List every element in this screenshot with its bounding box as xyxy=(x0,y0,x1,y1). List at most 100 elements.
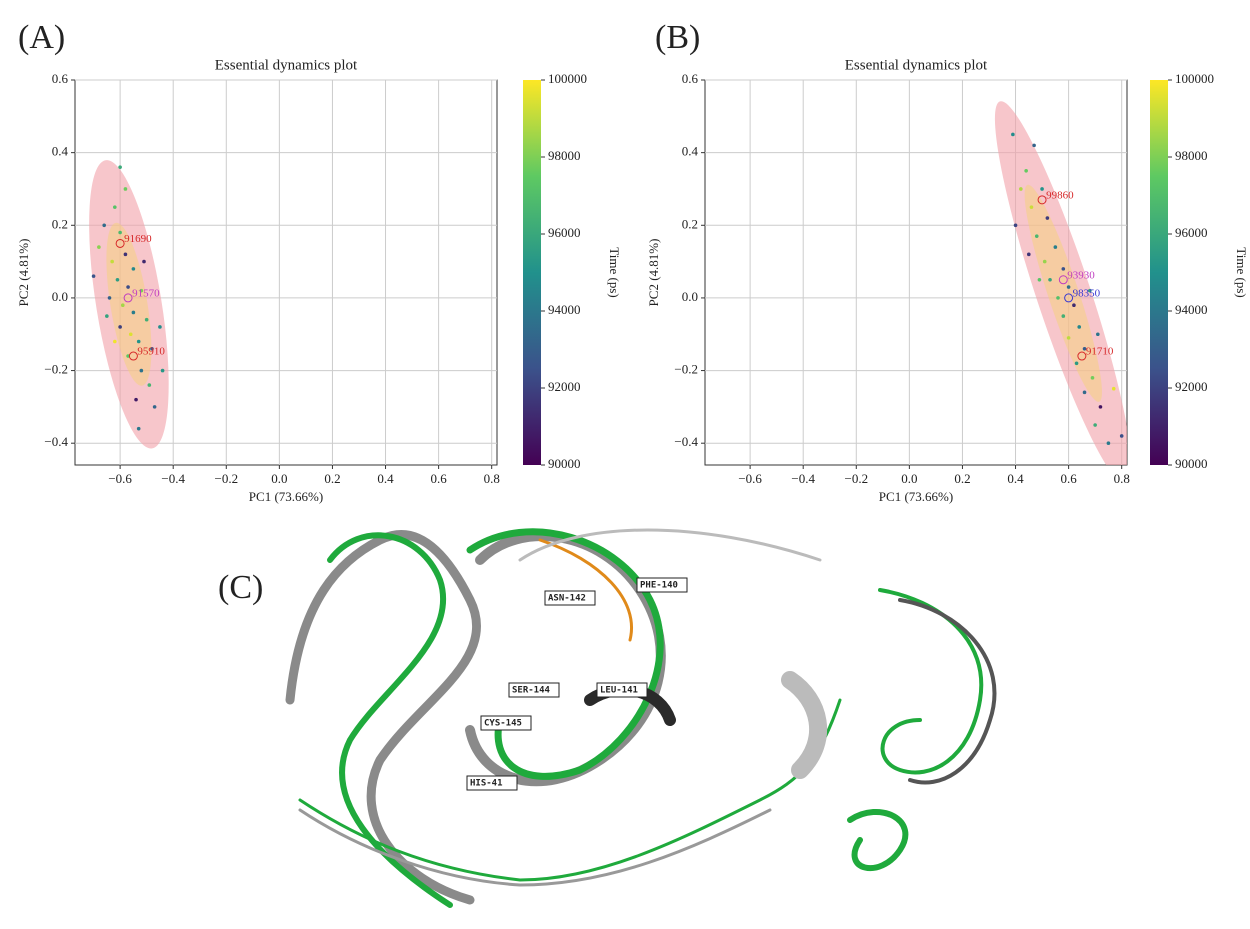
point xyxy=(123,252,128,257)
x-tick-label: 0.4 xyxy=(377,471,394,486)
x-tick-label: 0.6 xyxy=(430,471,447,486)
y-tick-label: 0.6 xyxy=(682,71,699,86)
colorbar xyxy=(1150,80,1168,465)
point xyxy=(1090,376,1095,380)
chart: (B) Essential dynamics plot −0.6 −0.4 −0.2 0.… xyxy=(646,19,1249,504)
point xyxy=(1072,303,1076,307)
colorbar-tick-label: 94000 xyxy=(548,302,581,317)
point xyxy=(118,325,122,329)
colorbar-tick-label: 96000 xyxy=(1175,225,1208,240)
point xyxy=(1034,234,1039,238)
point xyxy=(1042,259,1047,264)
x-tick-label: 0.2 xyxy=(324,471,340,486)
density xyxy=(89,160,169,449)
point xyxy=(1029,205,1034,209)
point xyxy=(1053,245,1058,249)
annotation-label: 91570 xyxy=(132,287,160,299)
annotation-marker xyxy=(123,293,133,303)
residue-label-box xyxy=(466,775,518,791)
x-tick-label: −0.6 xyxy=(108,471,132,486)
colorbar-tick-label: 100000 xyxy=(548,71,587,86)
y-tick-label: 0.2 xyxy=(682,216,698,231)
colorbar-label: Time (ps) xyxy=(1234,247,1249,297)
density xyxy=(994,101,1127,465)
annotation-marker xyxy=(1077,351,1087,361)
colorbar-tick-label: 98000 xyxy=(548,148,581,163)
y-tick-label: 0.6 xyxy=(52,71,69,86)
residue-label: LEU-141 xyxy=(600,686,638,696)
annotation-marker xyxy=(115,238,125,248)
point xyxy=(1082,390,1087,395)
point xyxy=(123,187,128,191)
y-tick-label: 0.2 xyxy=(52,216,68,231)
point xyxy=(91,274,96,278)
residue-label-box xyxy=(544,590,596,606)
point xyxy=(1026,252,1031,257)
y-tick-label: 0.4 xyxy=(682,144,699,159)
annotation-label: 91690 xyxy=(124,233,152,245)
point xyxy=(128,332,133,337)
x-axis-label: PC1 (73.66%) xyxy=(879,489,953,504)
colorbar xyxy=(523,80,541,465)
point xyxy=(105,314,109,318)
point xyxy=(142,259,146,264)
residue-label: HIS-41 xyxy=(470,779,503,789)
point xyxy=(1082,346,1087,351)
point xyxy=(97,245,101,249)
point xyxy=(1056,296,1060,300)
point xyxy=(115,277,120,282)
y-tick-label: 0.4 xyxy=(52,144,69,159)
point xyxy=(1066,336,1071,340)
chart-title: Essential dynamics plot xyxy=(845,57,988,73)
residue-label-box xyxy=(636,577,688,593)
point xyxy=(1048,277,1052,282)
point xyxy=(1111,386,1116,391)
point xyxy=(1093,423,1097,427)
x-tick-label: 0.6 xyxy=(1060,471,1077,486)
annotation-marker xyxy=(1037,195,1047,205)
point xyxy=(102,223,106,228)
point xyxy=(113,339,117,344)
point xyxy=(136,426,141,431)
panel-label: (A) xyxy=(18,19,65,56)
chart: (A) Essential dynamics plot −0.6 −0.4 −0.2 0.… xyxy=(16,19,622,504)
y-tick-label: −0.4 xyxy=(44,434,68,449)
point xyxy=(144,317,149,322)
point xyxy=(152,405,157,409)
residue-label: CYS-145 xyxy=(484,719,522,729)
x-axis-label: PC1 (73.66%) xyxy=(249,489,323,504)
x-tick-label: 0.0 xyxy=(901,471,917,486)
colorbar-tick-label: 96000 xyxy=(548,225,581,240)
colorbar-tick-label: 100000 xyxy=(1175,71,1214,86)
x-tick-label: −0.2 xyxy=(214,471,238,486)
x-tick-label: 0.8 xyxy=(484,471,500,486)
y-tick-label: 0.0 xyxy=(682,289,698,304)
colorbar-tick-label: 90000 xyxy=(548,456,581,471)
point xyxy=(126,285,130,289)
point xyxy=(120,303,125,307)
point xyxy=(113,205,117,209)
point xyxy=(110,259,114,264)
y-tick-label: −0.4 xyxy=(674,434,698,449)
y-axis-label: PC2 (4.81%) xyxy=(16,239,31,307)
annotation-marker xyxy=(1064,293,1074,303)
colorbar-tick-label: 90000 xyxy=(1175,456,1208,471)
panel-label: (B) xyxy=(655,19,700,56)
point xyxy=(118,165,122,169)
point xyxy=(1106,441,1111,446)
point xyxy=(1045,216,1050,220)
residue-label-box xyxy=(596,682,648,698)
annotation-marker xyxy=(128,351,138,361)
annotation-label: 99860 xyxy=(1046,189,1074,201)
y-axis-label: PC2 (4.81%) xyxy=(646,239,661,307)
point xyxy=(1011,132,1015,137)
chart-title: Essential dynamics plot xyxy=(215,57,358,73)
x-tick-label: 0.2 xyxy=(954,471,970,486)
point xyxy=(1032,143,1036,148)
point xyxy=(1098,405,1103,409)
point xyxy=(139,288,144,293)
x-tick-label: −0.2 xyxy=(844,471,868,486)
point xyxy=(1074,361,1079,366)
colorbar-label: Time (ps) xyxy=(607,247,622,297)
